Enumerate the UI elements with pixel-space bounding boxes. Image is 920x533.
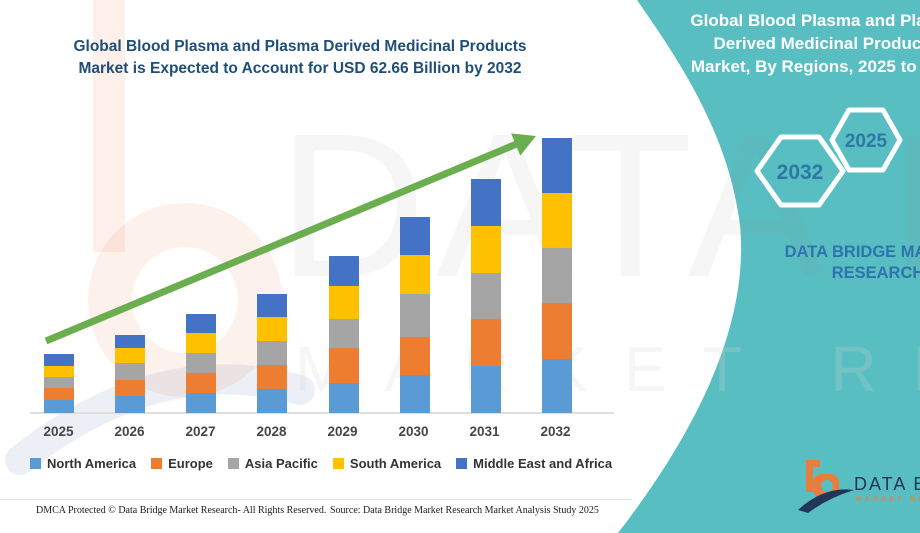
x-axis-label-2028: 2028 [256, 424, 287, 439]
legend-swatch [227, 458, 239, 469]
legend-label: Europe [168, 456, 213, 471]
legend-label: Middle East and Africa [473, 456, 613, 471]
legend-item-south-america: South America [332, 456, 442, 471]
legend-label: South America [349, 456, 442, 471]
right-title-line3: Market, By Regions, 2025 to 2032 [690, 57, 920, 76]
data-bridge-logo-icon [798, 460, 854, 513]
logo-b-stem [806, 460, 820, 492]
legend-item-north-america: North America [30, 456, 136, 471]
chart-title: Global Blood Plasma and Plasma Derived M… [40, 36, 560, 80]
x-axis-label-2025: 2025 [43, 424, 74, 439]
right-title-line2: Derived Medicinal Products [713, 34, 920, 53]
x-axis-label-2030: 2030 [398, 424, 429, 439]
teal-panel-shape [618, 0, 920, 533]
hexagon-2025-year: 2025 [845, 131, 888, 152]
hexagon-2032-year: 2032 [777, 161, 824, 184]
legend-swatch [151, 458, 163, 469]
logo-b-bowl-hole [821, 480, 833, 492]
x-axis-line [30, 412, 614, 414]
x-axis-label-2029: 2029 [327, 424, 358, 439]
legend-label: North America [47, 456, 137, 471]
chart-legend: North America Europe Asia Pacific South Ame… [30, 456, 627, 471]
legend-item-europe: Europe [151, 456, 213, 471]
x-axis-label-2026: 2026 [114, 424, 145, 439]
x-axis-label-2031: 2031 [469, 424, 500, 439]
footer-dmca-text: DMCA Protected © Data Bridge Market Rese… [36, 505, 327, 516]
brand-wordmark: DATA BRIDGE MARKET RESEARCH [784, 243, 920, 282]
hexagon-2032 [754, 134, 846, 208]
footer-divider [0, 499, 632, 500]
legend-item-asia-pacific: Asia Pacific [227, 456, 318, 471]
legend-label: Asia Pacific [244, 456, 318, 471]
corporate-logo: DATA BRIDGE MARKET RESEARCH [790, 452, 920, 530]
legend-swatch [30, 458, 41, 469]
chart-title-line1: Global Blood Plasma and Plasma Derived M… [73, 38, 527, 55]
logo-swoosh [798, 489, 854, 513]
right-panel-title: Global Blood Plasma and Plasma Derived M… [660, 9, 920, 78]
chart-title-line2: Market is Expected to Account for USD 62… [78, 60, 522, 77]
legend-item-middle-east-and-africa: Middle East and Africa [456, 456, 612, 471]
corporate-logo-name: DATA BRIDGE [854, 474, 920, 494]
legend-swatch [456, 458, 468, 469]
footer-source-text: Source: Data Bridge Market Research Mark… [330, 505, 599, 516]
legend-swatch [332, 458, 344, 469]
x-axis-label-2032: 2032 [540, 424, 571, 439]
hexagon-2025 [829, 107, 903, 173]
right-title-line1: Global Blood Plasma and Plasma [690, 11, 920, 30]
hexagon-badges: 2025 2032 [754, 107, 903, 208]
x-axis-labels: 2025 2026 2027 2028 2029 2030 2031 2032 [23, 424, 603, 439]
x-axis-label-2027: 2027 [185, 424, 216, 439]
corporate-logo-tagline: MARKET RESEARCH [856, 496, 920, 503]
